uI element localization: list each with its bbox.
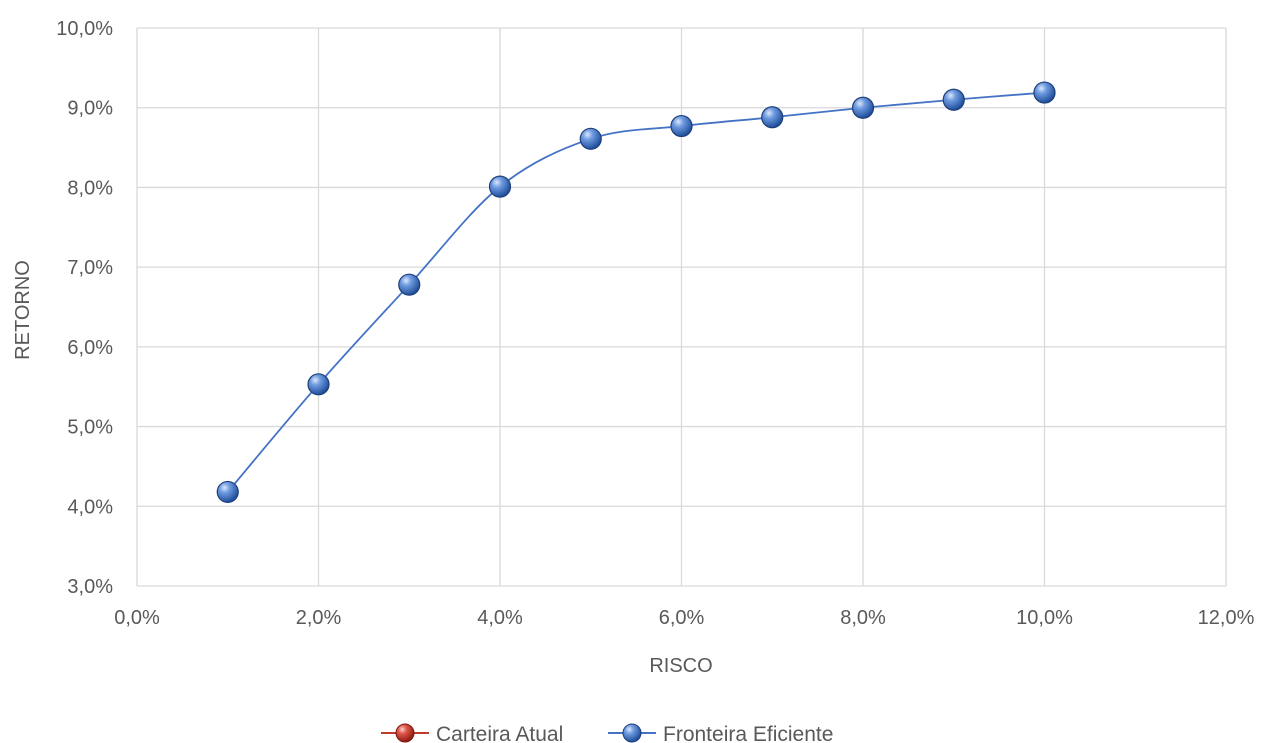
data-point bbox=[942, 88, 965, 111]
data-point bbox=[761, 106, 784, 129]
data-point bbox=[579, 127, 602, 150]
x-axis-title: RISCO bbox=[649, 655, 712, 677]
series-line bbox=[227, 91, 1045, 493]
x-tick-label: 8,0% bbox=[840, 607, 886, 629]
y-tick-label: 7,0% bbox=[67, 257, 113, 279]
legend-label-carteira-atual: Carteira Atual bbox=[436, 723, 563, 743]
legend-marker-fronteira-eficiente bbox=[622, 723, 642, 743]
y-tick-label: 10,0% bbox=[56, 18, 113, 40]
x-tick-label: 2,0% bbox=[296, 607, 342, 629]
data-point bbox=[307, 373, 330, 396]
legend-label-fronteira-eficiente: Fronteira Eficiente bbox=[663, 723, 833, 743]
data-point bbox=[216, 480, 239, 504]
y-tick-labels: 3,0% 4,0% 5,0% 6,0% 7,0% 8,0% 9,0% 10,0% bbox=[56, 18, 113, 598]
y-tick-label: 5,0% bbox=[67, 417, 113, 439]
legend-item-carteira-atual: Carteira Atual bbox=[381, 723, 563, 743]
data-point bbox=[1033, 81, 1056, 104]
x-tick-label: 10,0% bbox=[1016, 607, 1073, 629]
legend: Carteira Atual Fronteira Eficiente bbox=[381, 723, 833, 743]
x-tick-label: 4,0% bbox=[477, 607, 523, 629]
data-point bbox=[851, 96, 875, 119]
y-tick-label: 6,0% bbox=[67, 337, 113, 359]
x-tick-label: 12,0% bbox=[1198, 607, 1255, 629]
data-point bbox=[398, 273, 421, 296]
y-tick-label: 3,0% bbox=[67, 576, 113, 598]
data-point bbox=[488, 175, 512, 198]
y-tick-label: 8,0% bbox=[67, 177, 113, 199]
legend-marker-carteira-atual bbox=[395, 723, 415, 743]
x-tick-labels: 0,0% 2,0% 4,0% 6,0% 8,0% 10,0% 12,0% bbox=[114, 607, 1254, 629]
y-tick-label: 4,0% bbox=[67, 496, 113, 518]
legend-item-fronteira-eficiente: Fronteira Eficiente bbox=[608, 723, 833, 743]
x-tick-label: 6,0% bbox=[659, 607, 705, 629]
data-point bbox=[670, 114, 693, 138]
x-tick-label: 0,0% bbox=[114, 607, 160, 629]
y-axis-title: RETORNO bbox=[12, 260, 34, 360]
grid bbox=[136, 27, 1227, 587]
y-tick-label: 9,0% bbox=[67, 98, 113, 120]
series-fronteira-eficiente bbox=[216, 81, 1056, 504]
